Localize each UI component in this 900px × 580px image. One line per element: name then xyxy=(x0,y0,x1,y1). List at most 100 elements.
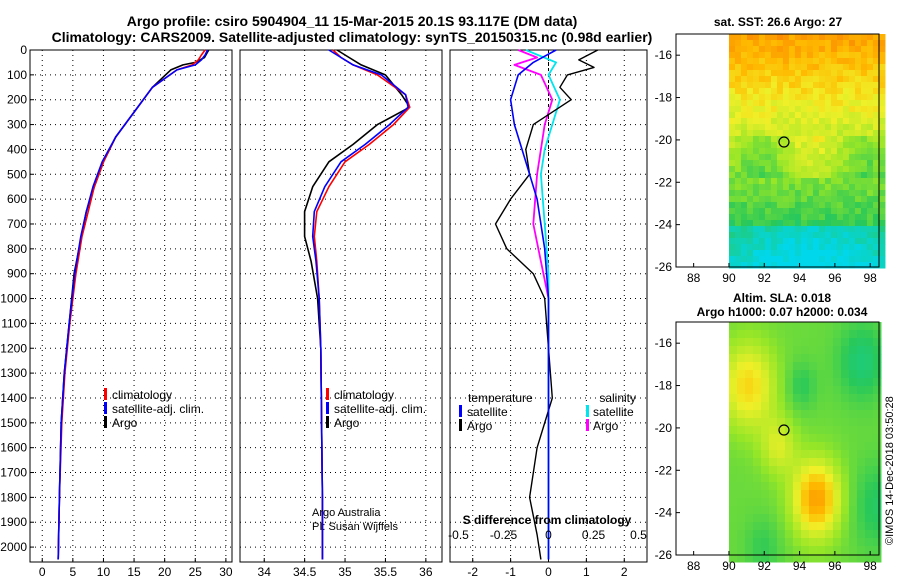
map-cell xyxy=(770,124,778,131)
map-cell xyxy=(734,190,742,197)
map-cell xyxy=(776,362,786,371)
map-cell xyxy=(758,214,766,221)
map-cell xyxy=(800,82,808,89)
map-cell xyxy=(836,58,844,65)
map-cell xyxy=(808,386,818,395)
map-cell xyxy=(770,196,778,203)
map-cell xyxy=(768,338,778,347)
map-cell xyxy=(792,458,802,467)
map-cell xyxy=(816,442,826,451)
map-cell xyxy=(776,106,784,113)
map-cell xyxy=(818,94,826,101)
map-cell xyxy=(740,190,748,197)
map-cell xyxy=(734,226,742,233)
map-cell xyxy=(878,100,886,107)
map-cell xyxy=(770,184,778,191)
map-cell xyxy=(800,106,808,113)
map-cell xyxy=(800,538,810,547)
map-cell xyxy=(808,522,818,531)
map-cell xyxy=(824,214,832,221)
map-cell xyxy=(848,232,856,239)
map-cell xyxy=(824,166,832,173)
map-cell xyxy=(736,530,746,539)
map-cell xyxy=(792,402,802,411)
map-cell xyxy=(758,232,766,239)
map-cell xyxy=(782,238,790,245)
x-tick-label: 36 xyxy=(419,565,433,579)
map-cell xyxy=(800,554,810,563)
map-cell xyxy=(744,474,754,483)
map-cell xyxy=(728,244,736,251)
map-cell xyxy=(752,82,760,89)
map-cell xyxy=(782,58,790,65)
map-cell xyxy=(840,394,850,403)
map-cell xyxy=(764,172,772,179)
map-cell xyxy=(854,208,862,215)
map-cell xyxy=(840,442,850,451)
map-cell xyxy=(776,58,784,65)
map-cell xyxy=(788,100,796,107)
map-cell xyxy=(864,514,874,523)
map-cell xyxy=(864,466,874,475)
map-cell xyxy=(744,514,754,523)
map-cell xyxy=(866,88,874,95)
map-cell xyxy=(728,34,736,41)
map-cell xyxy=(824,154,832,161)
map-cell xyxy=(770,76,778,83)
map-cell xyxy=(758,46,766,53)
legend-swatch xyxy=(104,402,107,414)
map-cell xyxy=(812,100,820,107)
map-cell xyxy=(818,52,826,59)
map-cell xyxy=(824,238,832,245)
map-cell xyxy=(760,538,770,547)
map-cell xyxy=(784,346,794,355)
map-cell xyxy=(830,52,838,59)
map-cell xyxy=(728,58,736,65)
map-cell xyxy=(728,394,738,403)
map-cell xyxy=(768,330,778,339)
map-cell xyxy=(860,64,868,71)
map-cell xyxy=(776,232,784,239)
map-cell xyxy=(740,136,748,143)
map-cell xyxy=(848,338,858,347)
map-cell xyxy=(760,482,770,491)
map-cell xyxy=(878,70,886,77)
map-cell xyxy=(728,160,736,167)
map-cell xyxy=(770,136,778,143)
map-cell xyxy=(816,514,826,523)
map-cell xyxy=(740,70,748,77)
map-cell xyxy=(808,498,818,507)
map-cell xyxy=(788,196,796,203)
map-cell xyxy=(746,94,754,101)
map-cell xyxy=(764,112,772,119)
map-cell xyxy=(744,530,754,539)
map-cell xyxy=(860,112,868,119)
map-cell xyxy=(860,70,868,77)
map-cell xyxy=(782,226,790,233)
map-cell xyxy=(872,94,880,101)
map-cell xyxy=(764,256,772,263)
map-cell xyxy=(770,82,778,89)
map-cell xyxy=(776,474,786,483)
map-cell xyxy=(728,426,738,435)
map-cell xyxy=(728,214,736,221)
y-tick-label: -16 xyxy=(655,48,673,62)
map-cell xyxy=(840,338,850,347)
map-cell xyxy=(830,160,838,167)
map-cell xyxy=(872,190,880,197)
profile-location-marker xyxy=(778,136,790,148)
map-cell xyxy=(806,220,814,227)
map-cell xyxy=(866,190,874,197)
x-tick-label: 88 xyxy=(687,271,701,285)
map-cell xyxy=(794,232,802,239)
x-tick-label: 94 xyxy=(793,271,807,285)
map-cell xyxy=(872,322,882,331)
map-cell xyxy=(794,100,802,107)
map-cell xyxy=(848,386,858,395)
map-cell xyxy=(848,34,856,41)
map-cell xyxy=(740,160,748,167)
map-cell xyxy=(752,442,762,451)
map-cell xyxy=(764,262,772,269)
map-cell xyxy=(776,418,786,427)
